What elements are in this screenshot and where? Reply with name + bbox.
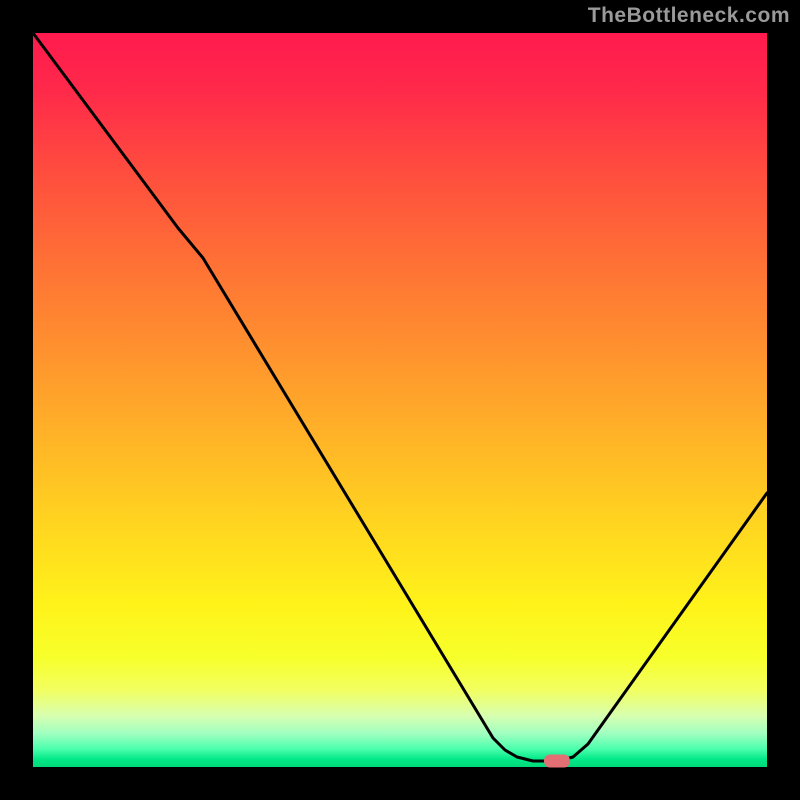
bottleneck-chart [0,0,800,800]
chart-frame: { "watermark": { "text": "TheBottleneck.… [0,0,800,800]
watermark-text: TheBottleneck.com [588,4,790,28]
optimal-marker [544,755,570,768]
plot-area [33,33,767,767]
